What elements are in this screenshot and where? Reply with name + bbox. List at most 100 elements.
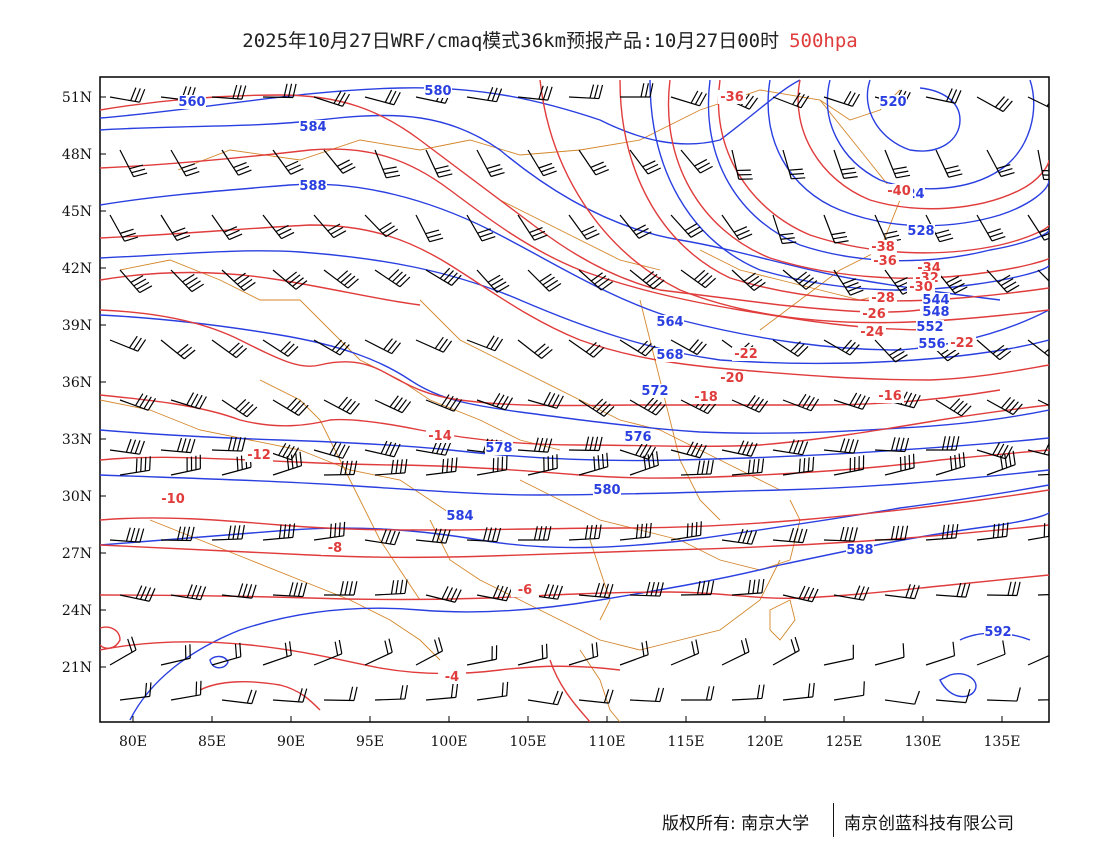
wind-barb (1037, 149, 1049, 181)
wind-barb (374, 685, 408, 701)
wind-barb (364, 338, 401, 355)
wind-barb (823, 644, 854, 666)
label-knockout (916, 320, 944, 334)
label-knockout (438, 670, 466, 684)
wind-barb (323, 149, 356, 174)
wind-barb (374, 579, 408, 596)
wind-barb (476, 269, 510, 293)
wind-barb (568, 436, 603, 452)
wind-barb (323, 396, 360, 415)
wind-barb (782, 269, 818, 290)
label-knockout (446, 509, 474, 523)
temperature-contour (619, 79, 1049, 302)
wind-barb (731, 394, 769, 413)
wind-barb (364, 440, 401, 458)
wind-barb (313, 339, 350, 356)
temperature-contour (797, 79, 1049, 210)
wind-barb (884, 453, 915, 476)
label-knockout (656, 348, 684, 362)
wind-barb (670, 339, 707, 356)
wind-barb (262, 83, 297, 99)
label-knockout (424, 84, 452, 98)
latitude-label: 27N (62, 546, 92, 562)
wind-barb (476, 393, 514, 411)
wind-barb (221, 269, 256, 291)
wind-barb (374, 395, 412, 414)
wind-barb (874, 437, 910, 453)
height-contour-label: 588 (846, 543, 873, 558)
height-contour (100, 114, 1001, 301)
wind-barb (629, 581, 664, 597)
height-contour (707, 79, 1049, 262)
height-contour (100, 469, 1049, 496)
wind-barb (364, 89, 401, 106)
map-content: 5605805845885205245285445485525565645685… (100, 79, 1049, 722)
latitude-label: 39N (62, 318, 92, 334)
province-border (579, 649, 621, 722)
wind-barb (619, 522, 652, 541)
label-knockout (624, 430, 652, 444)
label-knockout (732, 347, 760, 361)
wind-barb (1037, 594, 1049, 596)
wind-barb (884, 149, 911, 179)
temperature-contour-label: -6 (518, 583, 532, 598)
wind-barb (721, 528, 758, 545)
label-knockout (245, 448, 273, 462)
wind-barb (466, 86, 503, 103)
wind-barb (874, 643, 905, 666)
height-contour (100, 484, 1049, 549)
wind-barb (364, 638, 393, 666)
wind-barb (782, 393, 820, 412)
longitude-label: 90E (277, 734, 305, 750)
label-knockout (641, 384, 669, 398)
temperature-contour-label: -38 (871, 240, 895, 255)
wind-barb (272, 269, 308, 290)
wind-barb (527, 454, 558, 476)
wind-barb (262, 523, 296, 541)
wind-barb (925, 523, 959, 541)
longitude-label: 95E (356, 734, 384, 750)
wind-barb (782, 456, 815, 476)
temperature-contour-label: -36 (873, 254, 897, 269)
wind-barb (1027, 339, 1049, 358)
height-contour-label: 580 (593, 483, 620, 498)
longitude-label: 100E (431, 734, 468, 750)
label-knockout (846, 543, 874, 557)
footer-company: 南京创蓝科技有限公司 (844, 814, 1014, 834)
temperature-contour (717, 79, 1049, 254)
wind-barb (986, 450, 1016, 476)
temperature-contour (667, 79, 1049, 279)
wind-barb (1027, 96, 1049, 108)
wind-barb (323, 686, 358, 702)
wind-barb (568, 214, 600, 240)
wind-barb (884, 584, 920, 600)
wind-barb (782, 149, 806, 180)
wind-barb (1027, 214, 1049, 241)
wind-barb (986, 149, 1015, 178)
height-contour (866, 79, 961, 152)
wind-barb (170, 680, 202, 701)
wind-barb (823, 526, 858, 542)
label-knockout (948, 336, 976, 350)
label-knockout (858, 325, 886, 339)
wind-barb (578, 689, 614, 704)
temperature-contour-label: -30 (909, 280, 933, 295)
wind-barb (680, 460, 714, 476)
height-contour-label: 544 (922, 293, 949, 308)
wind-barb (272, 451, 303, 476)
label-knockout (879, 95, 907, 109)
height-contour-label: 578 (485, 441, 512, 456)
height-contour (100, 314, 1049, 434)
wind-barb (119, 269, 153, 294)
wind-barb (425, 683, 459, 701)
wind-barb (221, 689, 257, 705)
wind-barb (731, 269, 766, 291)
wind-barb (721, 214, 753, 241)
wind-barb (731, 578, 765, 596)
footer-divider (833, 803, 834, 837)
wind-barb (670, 521, 702, 541)
wind-barb (935, 149, 963, 178)
label-knockout (876, 389, 904, 403)
wind-barb (374, 149, 401, 179)
wind-barb (629, 451, 659, 476)
